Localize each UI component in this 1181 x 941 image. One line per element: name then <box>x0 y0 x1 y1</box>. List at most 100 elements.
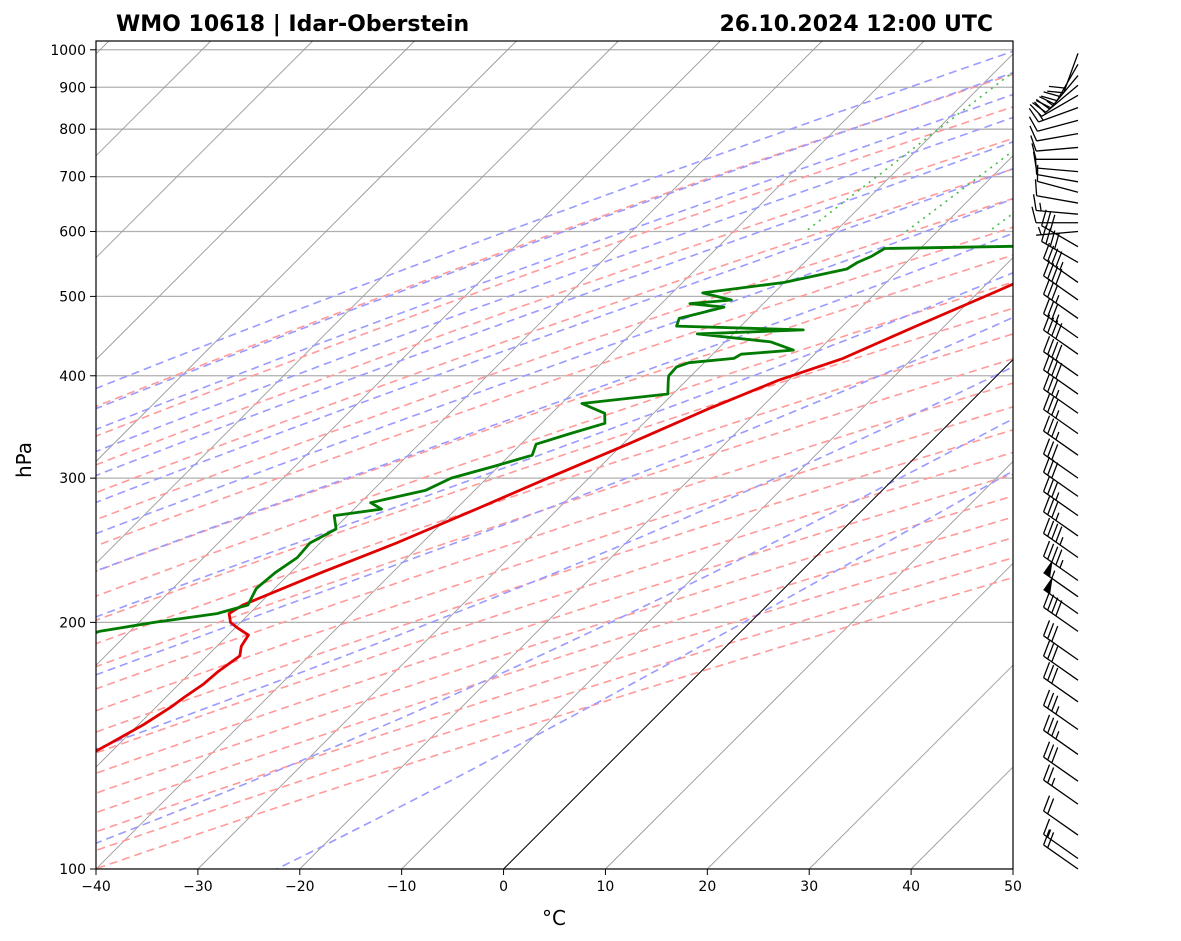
wind-barb-full <box>1055 600 1063 617</box>
isotherm-30 <box>808 664 1013 869</box>
wind-barb-full <box>1028 116 1038 132</box>
wind-barb-full <box>1047 478 1055 495</box>
wind-barb-full <box>1055 549 1063 566</box>
wind-barb-full <box>1047 441 1055 458</box>
wind-barb-staff <box>1036 146 1079 152</box>
wind-barb-full <box>1034 158 1038 175</box>
reference-grid <box>96 41 1013 869</box>
moist-adiabat <box>96 232 1013 572</box>
wind-barb-half <box>1059 536 1064 546</box>
wind-barb-full <box>1055 362 1063 379</box>
wind-barb-full <box>1047 832 1055 849</box>
wind-barb-full <box>1051 720 1059 737</box>
wind-barb-full <box>1030 135 1037 152</box>
wind-barb-full <box>1042 640 1051 657</box>
wind-barb <box>1042 393 1079 435</box>
moist-adiabat <box>276 470 1013 869</box>
wind-barb-half <box>1059 261 1064 271</box>
wind-barb <box>1030 135 1079 152</box>
wind-barb-full <box>1042 242 1051 259</box>
wind-barb-full <box>1051 646 1059 663</box>
dry-adiabat <box>96 307 1013 622</box>
wind-barb-full <box>1043 91 1060 97</box>
wind-barb-full <box>1042 517 1051 534</box>
wind-barb <box>1042 591 1079 632</box>
wind-barb-staff <box>1043 408 1079 435</box>
dry-adiabat <box>96 333 1013 645</box>
wind-barb-full <box>1042 354 1051 371</box>
wind-barb <box>1042 314 1079 355</box>
wind-barb-full <box>1051 303 1059 320</box>
wind-barb-full <box>1048 85 1066 89</box>
wind-barb-full <box>1047 317 1055 334</box>
wind-barb-full <box>1047 744 1055 761</box>
wind-barb-full <box>1047 263 1055 279</box>
wind-barb-full <box>1042 795 1051 812</box>
wind-barb-staff <box>1036 209 1079 215</box>
wind-barb <box>1042 373 1079 414</box>
wind-barb-half <box>1038 113 1044 121</box>
wind-barb-staff <box>1043 555 1079 582</box>
wind-barb-full <box>1055 526 1063 543</box>
x-tick-label: 10 <box>597 879 615 895</box>
wind-barb-full <box>1039 96 1055 105</box>
wind-barb-full <box>1051 341 1059 358</box>
wind-barb-full <box>1047 245 1055 262</box>
wind-barb-full <box>1047 623 1055 639</box>
wind-barb-full <box>1051 546 1059 563</box>
y-tick-label: 800 <box>59 122 86 138</box>
moist-adiabat <box>96 417 1013 845</box>
wind-barb-staff <box>1036 167 1079 173</box>
wind-barb-full <box>1047 499 1055 515</box>
wind-barb <box>1042 662 1079 703</box>
wind-barb-full <box>1047 396 1055 413</box>
y-tick-label: 900 <box>59 80 86 96</box>
plot-frame <box>95 40 1014 870</box>
wind-barb-staff <box>1037 119 1079 132</box>
wind-barb <box>1043 559 1079 598</box>
wind-barb-full <box>1042 620 1051 637</box>
wind-barb-full <box>1051 667 1059 684</box>
dry-adiabat <box>96 495 1013 794</box>
wind-barb <box>1036 164 1079 193</box>
x-tick-label: −20 <box>285 879 315 895</box>
y-tick-label: 1000 <box>50 43 86 59</box>
wind-barb <box>1042 415 1079 456</box>
wind-barb-full <box>1042 393 1051 410</box>
wind-barb-full <box>1042 540 1051 557</box>
wind-barb-staff <box>1043 572 1079 598</box>
wind-barb-full <box>1047 717 1055 734</box>
wind-barb-full <box>1034 179 1038 196</box>
wind-barb-full <box>1042 818 1051 835</box>
wind-barb-full <box>1051 597 1059 614</box>
x-tick-label: 50 <box>1004 879 1022 895</box>
wind-barb-full <box>1049 230 1056 247</box>
wind-barb-half <box>1051 570 1056 579</box>
wind-barb-full <box>1034 101 1047 115</box>
wind-barb <box>1028 116 1079 132</box>
sounding-profiles <box>96 244 1013 753</box>
wind-barb-full <box>1047 798 1055 815</box>
wind-barb-full <box>1042 314 1051 331</box>
x-tick-label: 30 <box>800 879 818 895</box>
dry-adiabat <box>96 106 1013 437</box>
y-tick-label: 300 <box>59 471 86 487</box>
wind-barb-full <box>1051 360 1059 376</box>
wind-barb-flag <box>1043 559 1053 578</box>
wind-barb-full <box>1047 300 1055 317</box>
wind-barb-half <box>1055 512 1060 521</box>
moist-adiabat <box>96 365 1013 750</box>
moist-adiabat <box>96 50 1013 390</box>
wind-barb-full <box>1042 260 1051 277</box>
isotherm--90 <box>96 41 415 361</box>
wind-barb-full <box>1055 344 1063 361</box>
y-axis-label: hPa <box>12 442 36 478</box>
wind-barb-full <box>1047 357 1055 374</box>
wind-barb-half <box>1055 314 1060 323</box>
wind-barb <box>1042 620 1079 661</box>
wind-barb-full <box>1051 399 1059 416</box>
wind-barb-full <box>1041 225 1047 242</box>
wind-barb-full <box>1042 336 1051 352</box>
wind-barb-full <box>1051 248 1059 265</box>
wind-barb-full <box>1042 438 1051 455</box>
